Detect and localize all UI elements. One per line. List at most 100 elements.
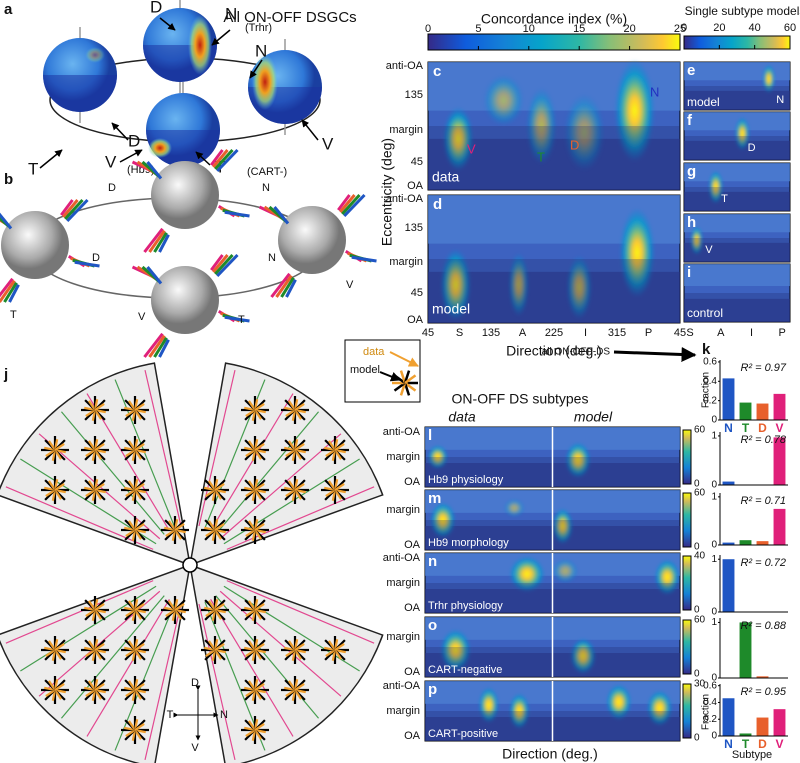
y-tick-label: 0.4	[703, 376, 717, 387]
line	[38, 590, 161, 697]
gray-sphere	[1, 211, 69, 279]
label: 60	[784, 22, 796, 34]
label: I	[750, 327, 753, 339]
label: 40	[749, 22, 761, 34]
line	[214, 643, 225, 651]
hotspot	[430, 502, 456, 538]
hotspot	[483, 74, 524, 126]
label: p	[428, 681, 437, 698]
label: A	[519, 327, 527, 339]
label: k	[702, 341, 711, 358]
label: D	[128, 131, 140, 150]
label: 60	[694, 425, 706, 436]
label: Eccentricity (deg)	[379, 138, 395, 246]
line	[403, 382, 411, 396]
label: R² = 0.88	[740, 620, 786, 632]
y-tick-label: 1	[711, 431, 717, 442]
bar	[722, 481, 735, 485]
colorbar	[682, 683, 692, 739]
line	[301, 119, 319, 141]
label: 20	[713, 22, 725, 34]
x-tick-label: T	[742, 737, 750, 751]
line	[254, 443, 265, 451]
hotspot	[526, 87, 557, 165]
label: l	[428, 427, 432, 444]
label: 0	[694, 542, 700, 553]
label: margin	[389, 256, 423, 268]
band	[684, 264, 790, 287]
band	[684, 90, 790, 110]
label: T	[238, 314, 245, 326]
line	[210, 254, 224, 271]
label: V	[467, 141, 476, 156]
label: 225	[545, 327, 563, 339]
label: 30	[694, 679, 706, 690]
label: V	[346, 279, 354, 291]
bar	[739, 540, 752, 545]
x-tick-label: V	[775, 737, 783, 751]
bar	[722, 698, 735, 736]
band	[684, 298, 790, 322]
overlay	[684, 187, 790, 211]
sphere-shade	[43, 75, 117, 112]
label: R² = 0.72	[740, 557, 786, 569]
label: D	[191, 677, 199, 689]
line	[94, 483, 105, 491]
hotspot	[614, 59, 655, 162]
line	[389, 351, 419, 367]
bar	[773, 437, 786, 485]
line	[5, 486, 154, 550]
colorbar	[682, 555, 692, 611]
line	[134, 523, 145, 531]
label: control	[687, 306, 723, 320]
label: N	[268, 252, 276, 264]
line	[198, 603, 236, 761]
y-tick-label: 1	[711, 554, 717, 565]
line	[134, 683, 145, 691]
label: 45	[411, 156, 423, 168]
hotspot	[646, 690, 673, 726]
line	[210, 393, 294, 532]
label: margin	[389, 124, 423, 136]
line	[254, 683, 265, 691]
label: D	[150, 0, 162, 16]
label: Hb9 morphology	[428, 537, 509, 549]
line	[219, 433, 342, 540]
hotspot	[509, 556, 545, 592]
label: 135	[482, 327, 500, 339]
hotspot	[619, 207, 655, 298]
label: V	[705, 244, 713, 256]
hotspot	[443, 106, 474, 171]
line	[254, 523, 265, 531]
bar	[756, 541, 769, 545]
line	[39, 149, 63, 169]
label: 0	[694, 669, 700, 680]
label: anti-OA	[386, 60, 424, 72]
overlay	[684, 238, 790, 262]
gray-sphere	[278, 206, 346, 274]
line	[143, 227, 164, 253]
colorbar-tick-label: 25	[674, 23, 686, 35]
hotspot	[478, 687, 499, 723]
label: (CART-)	[247, 166, 287, 178]
label: S	[456, 327, 463, 339]
line	[294, 443, 305, 451]
label: m	[428, 490, 441, 507]
line	[66, 198, 89, 223]
label: Fraction	[701, 372, 712, 408]
line	[216, 148, 239, 173]
y-tick-label: 0.6	[703, 680, 717, 691]
colorbar	[427, 33, 681, 51]
label: e	[687, 62, 695, 79]
overlay	[684, 136, 790, 160]
overlay	[428, 126, 680, 190]
line	[158, 234, 170, 253]
line	[403, 370, 411, 384]
hotspot	[440, 629, 471, 671]
label: All ON-OFF DSGCs	[223, 9, 356, 26]
line	[294, 683, 305, 691]
y-tick-label: 0	[711, 480, 717, 491]
label: I	[584, 327, 587, 339]
label: N	[255, 41, 267, 60]
line	[339, 194, 356, 213]
